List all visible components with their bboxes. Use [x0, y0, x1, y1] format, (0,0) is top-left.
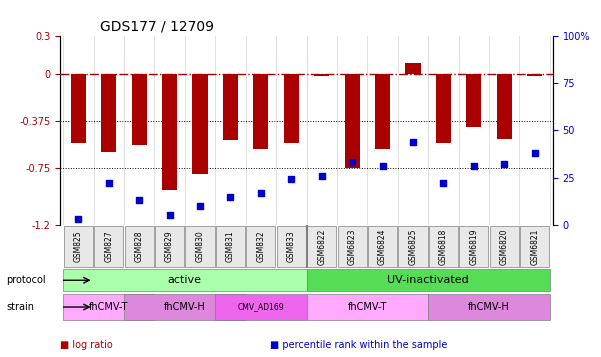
Point [317, 173, 326, 178]
Point [225, 193, 235, 199]
Bar [428, 294, 550, 320]
Text: active: active [168, 275, 202, 285]
Point [195, 203, 205, 209]
Text: ■ percentile rank within the sample: ■ percentile rank within the sample [270, 340, 448, 350]
Text: fhCMV-T: fhCMV-T [89, 302, 129, 312]
Bar [124, 294, 246, 320]
Bar [101, 74, 117, 152]
Point [287, 177, 296, 182]
Text: fhCMV-H: fhCMV-H [164, 302, 206, 312]
Bar [406, 64, 421, 74]
Point [104, 180, 114, 186]
FancyBboxPatch shape [216, 226, 245, 267]
Bar [253, 74, 269, 149]
Bar [162, 74, 177, 190]
Bar [192, 74, 207, 175]
Text: GSM6823: GSM6823 [347, 228, 356, 265]
Bar [436, 74, 451, 143]
Text: GSM827: GSM827 [105, 231, 113, 262]
Point [469, 164, 478, 169]
Text: GSM6822: GSM6822 [317, 228, 326, 265]
Text: fhCMV-T: fhCMV-T [347, 302, 387, 312]
FancyBboxPatch shape [368, 226, 397, 267]
Point [73, 216, 83, 222]
Text: GSM6820: GSM6820 [500, 228, 508, 265]
Text: strain: strain [6, 302, 34, 312]
Bar [527, 74, 542, 76]
Text: GSM6825: GSM6825 [409, 228, 418, 265]
Text: GSM830: GSM830 [195, 231, 204, 262]
Point [499, 161, 509, 167]
Text: GSM6818: GSM6818 [439, 228, 448, 265]
FancyBboxPatch shape [155, 226, 185, 267]
Bar [223, 74, 238, 140]
Text: GSM829: GSM829 [165, 231, 174, 262]
Text: GDS177 / 12709: GDS177 / 12709 [100, 19, 213, 33]
Bar [496, 74, 512, 139]
Point [347, 160, 357, 165]
FancyBboxPatch shape [186, 226, 215, 267]
Bar [314, 74, 329, 76]
Text: fhCMV-H: fhCMV-H [468, 302, 510, 312]
Bar [63, 294, 154, 320]
Bar [132, 74, 147, 145]
FancyBboxPatch shape [94, 226, 123, 267]
Bar [307, 294, 428, 320]
FancyBboxPatch shape [246, 226, 275, 267]
Point [378, 164, 388, 169]
Text: GSM6821: GSM6821 [530, 228, 539, 265]
Text: GSM832: GSM832 [257, 231, 266, 262]
FancyBboxPatch shape [338, 226, 367, 267]
Text: GSM6824: GSM6824 [378, 228, 387, 265]
Text: protocol: protocol [6, 275, 46, 285]
Text: GSM833: GSM833 [287, 231, 296, 262]
Bar [344, 74, 360, 168]
Point [408, 139, 418, 145]
Text: GSM825: GSM825 [74, 231, 83, 262]
Bar [375, 74, 390, 149]
Bar [71, 74, 86, 143]
Bar [466, 74, 481, 126]
FancyBboxPatch shape [307, 226, 337, 267]
Bar [63, 269, 307, 291]
FancyBboxPatch shape [398, 226, 427, 267]
Bar [307, 269, 550, 291]
Bar [284, 74, 299, 143]
FancyBboxPatch shape [429, 226, 458, 267]
Point [165, 212, 174, 218]
Point [530, 150, 540, 156]
Text: ■ log ratio: ■ log ratio [60, 340, 113, 350]
FancyBboxPatch shape [276, 226, 306, 267]
Text: GSM831: GSM831 [226, 231, 235, 262]
Text: GSM828: GSM828 [135, 231, 144, 262]
FancyBboxPatch shape [124, 226, 154, 267]
FancyBboxPatch shape [520, 226, 549, 267]
Point [439, 180, 448, 186]
FancyBboxPatch shape [459, 226, 489, 267]
Point [256, 190, 266, 196]
FancyBboxPatch shape [490, 226, 519, 267]
FancyBboxPatch shape [64, 226, 93, 267]
Text: GSM6819: GSM6819 [469, 228, 478, 265]
Text: CMV_AD169: CMV_AD169 [237, 302, 284, 312]
Bar [215, 294, 307, 320]
Point [135, 197, 144, 203]
Text: UV-inactivated: UV-inactivated [387, 275, 469, 285]
